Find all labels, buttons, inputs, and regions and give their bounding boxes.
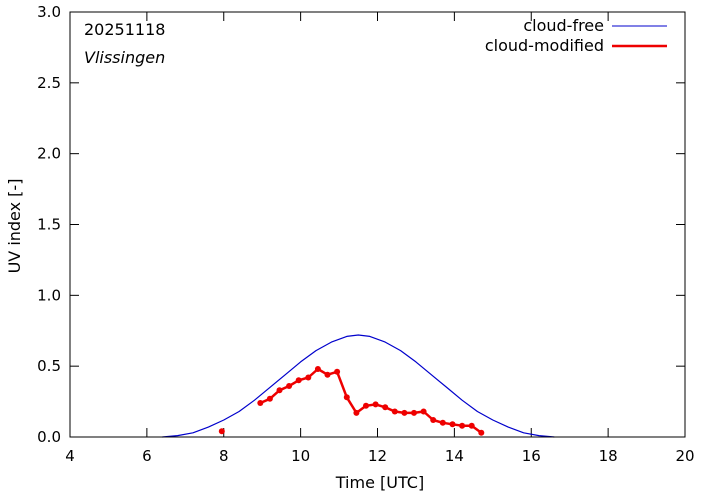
- data-point-cloud-modified: [257, 400, 264, 406]
- data-point-cloud-modified: [439, 419, 446, 426]
- data-point-cloud-modified: [478, 429, 485, 436]
- y-tick-label: 0.0: [37, 428, 61, 446]
- x-tick-label: 18: [599, 447, 618, 465]
- data-point-cloud-modified: [286, 383, 293, 389]
- x-tick-label: 16: [522, 447, 541, 465]
- location-label: Vlissingen: [84, 48, 165, 67]
- data-point-cloud-modified: [391, 408, 398, 415]
- series-line-cloud-free: [162, 334, 555, 438]
- x-tick-label: 14: [445, 447, 464, 465]
- date-label: 20251118: [84, 20, 165, 39]
- x-tick-label: 4: [65, 447, 75, 465]
- x-tick-label: 6: [142, 447, 152, 465]
- y-tick-label: 2.5: [37, 74, 61, 92]
- data-point-cloud-modified: [343, 394, 350, 401]
- y-tick-label: 0.5: [37, 357, 61, 375]
- y-tick-label: 2.0: [37, 145, 61, 163]
- y-axis-label: UV index [-]: [5, 179, 24, 274]
- y-tick-label: 1.0: [37, 286, 61, 304]
- data-point-cloud-modified: [305, 374, 312, 381]
- data-point-cloud-modified: [420, 408, 427, 415]
- y-tick-label: 3.0: [37, 3, 61, 21]
- legend: cloud-free cloud-modified: [485, 16, 667, 55]
- data-point-cloud-modified: [411, 409, 417, 416]
- data-point-cloud-modified: [430, 417, 437, 423]
- plot-frame: [69, 11, 686, 438]
- x-tick-label: 10: [291, 447, 310, 465]
- data-point-cloud-modified: [353, 409, 360, 416]
- data-point-cloud-modified: [314, 366, 321, 372]
- data-point-cloud-modified: [334, 368, 341, 375]
- legend-label-cloud-free: cloud-free: [523, 16, 604, 35]
- data-point-cloud-modified: [459, 422, 466, 429]
- x-tick-label: 8: [219, 447, 229, 465]
- x-tick-label: 12: [368, 447, 387, 465]
- data-point-cloud-modified: [363, 402, 369, 409]
- data-point-cloud-modified: [372, 401, 379, 408]
- data-point-cloud-modified: [401, 409, 408, 416]
- ticks-layer: 4 6 8 10 12 14 16 18 20 0.0 0.5 1.0 1.5 2.0 2.5 3.0: [37, 3, 694, 465]
- data-point-cloud-modified: [468, 422, 475, 429]
- data-point-cloud-modified: [218, 428, 225, 435]
- data-point-cloud-modified: [266, 395, 273, 402]
- x-tick-label: 20: [675, 447, 694, 465]
- series-layer: [162, 334, 555, 438]
- data-point-cloud-modified: [295, 377, 302, 384]
- data-point-cloud-modified: [276, 387, 283, 394]
- y-tick-label: 1.5: [37, 216, 61, 234]
- x-axis-label: Time [UTC]: [335, 473, 424, 492]
- data-point-cloud-modified: [382, 404, 389, 411]
- data-point-cloud-modified: [449, 421, 456, 428]
- legend-label-cloud-modified: cloud-modified: [485, 36, 604, 55]
- data-point-cloud-modified: [324, 371, 331, 378]
